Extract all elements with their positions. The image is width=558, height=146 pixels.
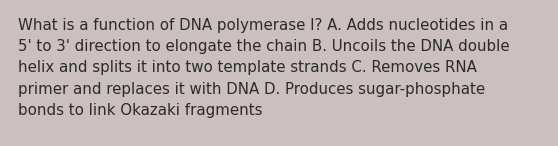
Text: What is a function of DNA polymerase I? A. Adds nucleotides in a
5' to 3' direct: What is a function of DNA polymerase I? … — [18, 18, 509, 118]
